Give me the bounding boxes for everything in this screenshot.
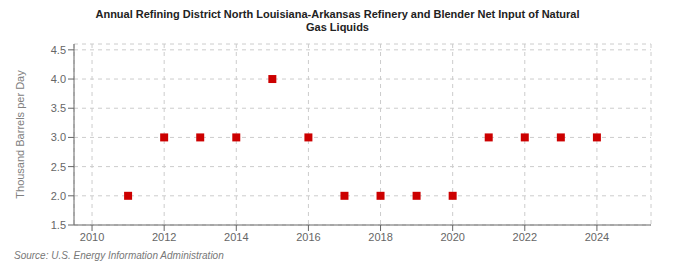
svg-text:1.5: 1.5 bbox=[51, 219, 66, 231]
svg-text:2.5: 2.5 bbox=[51, 161, 66, 173]
svg-text:Thousand Barrels per Day: Thousand Barrels per Day bbox=[14, 70, 26, 199]
svg-text:2022: 2022 bbox=[513, 231, 537, 243]
svg-text:4.0: 4.0 bbox=[51, 73, 66, 85]
html-text:Source: U.S. Energy Informatio: Source: U.S. Energy Information Administ… bbox=[14, 250, 224, 261]
html-text:Annual Refining District North: Annual Refining District North Louisiana… bbox=[95, 8, 580, 33]
svg-text:2024: 2024 bbox=[585, 231, 609, 243]
svg-text:4.5: 4.5 bbox=[51, 44, 66, 56]
svg-text:2016: 2016 bbox=[296, 231, 320, 243]
svg-text:2014: 2014 bbox=[224, 231, 248, 243]
svg-text:2010: 2010 bbox=[80, 231, 104, 243]
svg-text:2.0: 2.0 bbox=[51, 190, 66, 202]
svg-text:2012: 2012 bbox=[152, 231, 176, 243]
svg-text:3.5: 3.5 bbox=[51, 102, 66, 114]
svg-text:3.0: 3.0 bbox=[51, 131, 66, 143]
svg-text:2018: 2018 bbox=[368, 231, 392, 243]
svg-text:2020: 2020 bbox=[440, 231, 464, 243]
